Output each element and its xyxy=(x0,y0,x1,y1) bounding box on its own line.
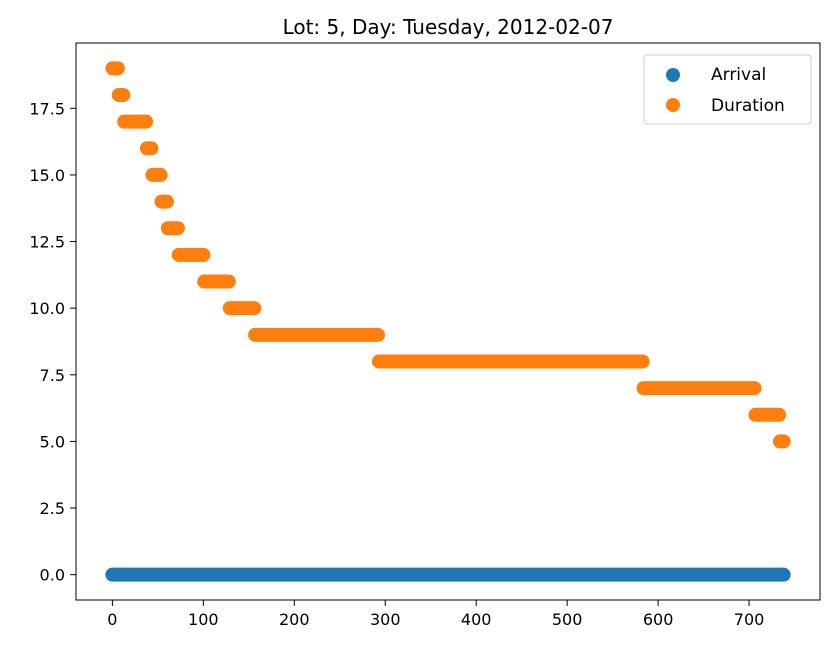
plot-frame xyxy=(75,42,821,601)
legend-label-duration: Duration xyxy=(711,96,785,116)
x-tick-label-700: 700 xyxy=(734,610,765,629)
x-tick-label-300: 300 xyxy=(370,610,401,629)
y-tick-label-1: 2.5 xyxy=(40,499,65,518)
y-axis: 0.0 2.5 5.0 7.5 10.0 12.5 15.0 17.5 xyxy=(29,99,76,585)
legend-marker-duration xyxy=(666,98,680,112)
chart-title: Lot: 5, Day: Tuesday, 2012-02-07 xyxy=(283,15,614,39)
y-tick-label-5: 12.5 xyxy=(29,233,65,252)
legend-marker-arrival xyxy=(666,68,680,82)
legend: Arrival Duration xyxy=(643,54,812,125)
legend-label-arrival: Arrival xyxy=(711,65,766,85)
series-duration xyxy=(105,61,791,449)
x-tick-label-0: 0 xyxy=(107,610,117,629)
y-tick-label-2: 5.0 xyxy=(40,432,65,451)
y-tick-label-7: 17.5 xyxy=(29,99,65,118)
y-tick-label-3: 7.5 xyxy=(40,366,65,385)
y-tick-label-4: 10.0 xyxy=(29,299,65,318)
x-tick-label-200: 200 xyxy=(279,610,310,629)
series-layer xyxy=(105,61,791,582)
x-tick-label-600: 600 xyxy=(643,610,674,629)
x-axis: 0 100 200 300 400 500 600 700 xyxy=(107,600,764,629)
y-tick-label-0: 0.0 xyxy=(40,566,65,585)
y-tick-label-6: 15.0 xyxy=(29,166,65,185)
x-tick-label-400: 400 xyxy=(461,610,492,629)
x-tick-label-100: 100 xyxy=(188,610,219,629)
x-tick-label-500: 500 xyxy=(552,610,583,629)
legend-box xyxy=(643,54,812,125)
